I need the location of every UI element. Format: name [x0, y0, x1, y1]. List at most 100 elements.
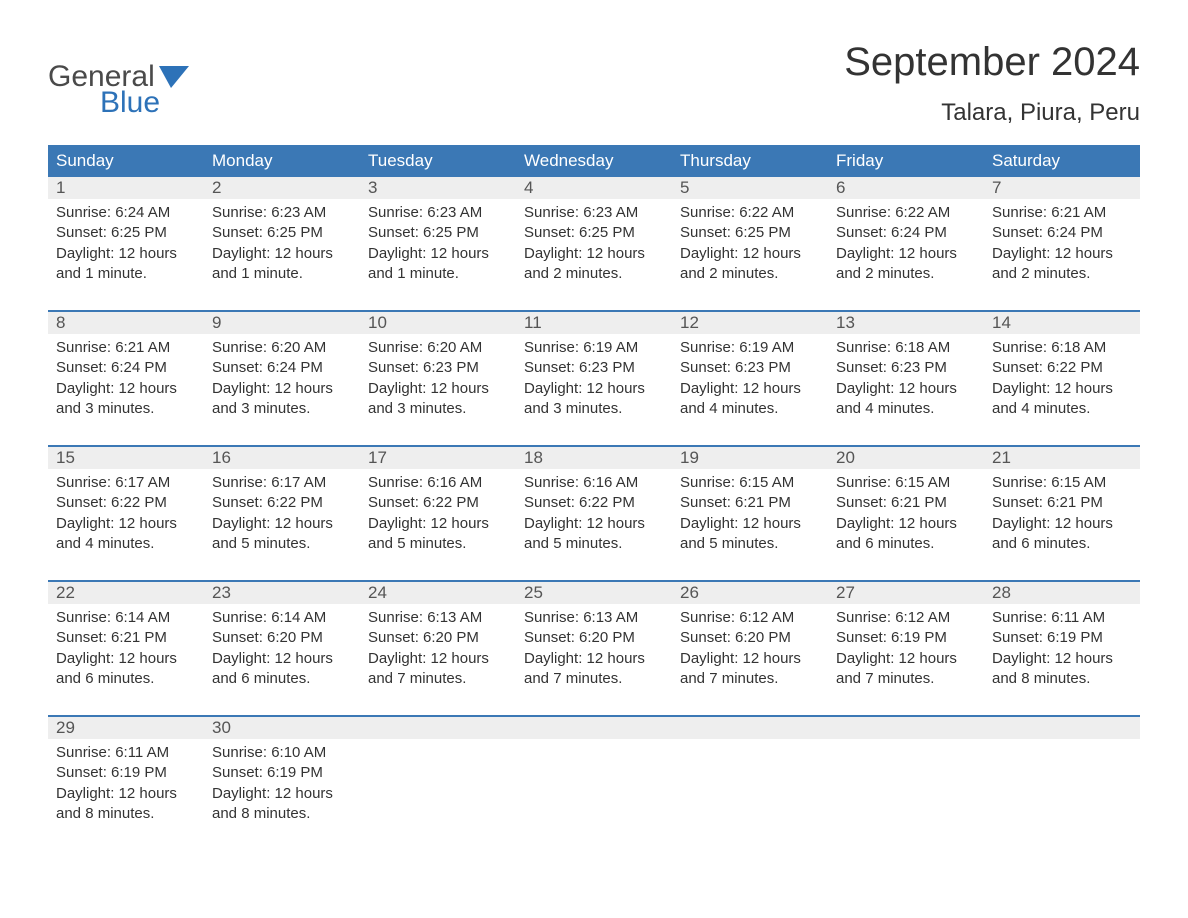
day-number: 19 — [672, 447, 828, 469]
day-content: Sunrise: 6:20 AMSunset: 6:23 PMDaylight:… — [360, 334, 516, 423]
day-sunrise: Sunrise: 6:19 AM — [680, 338, 820, 358]
day-daylight2: and 6 minutes. — [992, 534, 1132, 554]
page: General Blue September 2024 Talara, Piur… — [0, 0, 1188, 890]
day-daylight1: Daylight: 12 hours — [56, 514, 196, 534]
logo-text-blue: Blue — [100, 88, 189, 118]
weekday-header-row: Sunday Monday Tuesday Wednesday Thursday… — [48, 145, 1140, 177]
day-sunset: Sunset: 6:24 PM — [836, 223, 976, 243]
day-sunset: Sunset: 6:19 PM — [992, 628, 1132, 648]
day-content: Sunrise: 6:23 AMSunset: 6:25 PMDaylight:… — [204, 199, 360, 288]
day-daylight1: Daylight: 12 hours — [212, 379, 352, 399]
day-sunset: Sunset: 6:25 PM — [524, 223, 664, 243]
day-daylight2: and 7 minutes. — [680, 669, 820, 689]
day-content: Sunrise: 6:12 AMSunset: 6:20 PMDaylight:… — [672, 604, 828, 693]
day-number: 23 — [204, 582, 360, 604]
day-number: 5 — [672, 177, 828, 199]
day-sunrise: Sunrise: 6:22 AM — [836, 203, 976, 223]
day-number: 14 — [984, 312, 1140, 334]
weekday-header: Wednesday — [516, 145, 672, 177]
day-daylight2: and 5 minutes. — [680, 534, 820, 554]
day-daylight2: and 7 minutes. — [368, 669, 508, 689]
day-sunset: Sunset: 6:21 PM — [680, 493, 820, 513]
logo: General Blue — [48, 40, 189, 118]
day-daylight1: Daylight: 12 hours — [836, 649, 976, 669]
day-sunset: Sunset: 6:21 PM — [836, 493, 976, 513]
week-block: 891011121314Sunrise: 6:21 AMSunset: 6:24… — [48, 310, 1140, 423]
location-subtitle: Talara, Piura, Peru — [844, 99, 1140, 127]
day-number: 22 — [48, 582, 204, 604]
day-sunset: Sunset: 6:22 PM — [368, 493, 508, 513]
day-content: Sunrise: 6:13 AMSunset: 6:20 PMDaylight:… — [360, 604, 516, 693]
day-content: Sunrise: 6:11 AMSunset: 6:19 PMDaylight:… — [48, 739, 204, 828]
day-sunrise: Sunrise: 6:15 AM — [992, 473, 1132, 493]
day-daylight1: Daylight: 12 hours — [524, 514, 664, 534]
day-sunrise: Sunrise: 6:21 AM — [56, 338, 196, 358]
day-number: 29 — [48, 717, 204, 739]
day-sunrise: Sunrise: 6:20 AM — [212, 338, 352, 358]
day-daylight1: Daylight: 12 hours — [992, 649, 1132, 669]
day-daylight2: and 2 minutes. — [836, 264, 976, 284]
flag-icon — [159, 66, 189, 88]
day-number: 13 — [828, 312, 984, 334]
daycontent-row: Sunrise: 6:14 AMSunset: 6:21 PMDaylight:… — [48, 604, 1140, 693]
day-content: Sunrise: 6:19 AMSunset: 6:23 PMDaylight:… — [672, 334, 828, 423]
day-sunrise: Sunrise: 6:10 AM — [212, 743, 352, 763]
day-daylight1: Daylight: 12 hours — [212, 244, 352, 264]
day-sunrise: Sunrise: 6:18 AM — [836, 338, 976, 358]
day-content: Sunrise: 6:18 AMSunset: 6:22 PMDaylight:… — [984, 334, 1140, 423]
week-block: 15161718192021Sunrise: 6:17 AMSunset: 6:… — [48, 445, 1140, 558]
day-daylight1: Daylight: 12 hours — [680, 649, 820, 669]
day-daylight2: and 5 minutes. — [368, 534, 508, 554]
day-content: Sunrise: 6:14 AMSunset: 6:20 PMDaylight:… — [204, 604, 360, 693]
daynum-row: 15161718192021 — [48, 445, 1140, 469]
day-daylight2: and 4 minutes. — [992, 399, 1132, 419]
day-sunset: Sunset: 6:23 PM — [524, 358, 664, 378]
day-number: 28 — [984, 582, 1140, 604]
day-content: Sunrise: 6:23 AMSunset: 6:25 PMDaylight:… — [516, 199, 672, 288]
day-content: Sunrise: 6:21 AMSunset: 6:24 PMDaylight:… — [48, 334, 204, 423]
day-sunset: Sunset: 6:23 PM — [680, 358, 820, 378]
day-sunrise: Sunrise: 6:23 AM — [368, 203, 508, 223]
day-sunrise: Sunrise: 6:23 AM — [524, 203, 664, 223]
weekday-header: Monday — [204, 145, 360, 177]
weekday-header: Thursday — [672, 145, 828, 177]
daycontent-row: Sunrise: 6:11 AMSunset: 6:19 PMDaylight:… — [48, 739, 1140, 828]
day-daylight2: and 8 minutes. — [992, 669, 1132, 689]
day-daylight2: and 2 minutes. — [524, 264, 664, 284]
day-content: Sunrise: 6:12 AMSunset: 6:19 PMDaylight:… — [828, 604, 984, 693]
day-sunrise: Sunrise: 6:13 AM — [524, 608, 664, 628]
day-daylight1: Daylight: 12 hours — [992, 244, 1132, 264]
day-sunset: Sunset: 6:22 PM — [524, 493, 664, 513]
day-daylight2: and 6 minutes. — [836, 534, 976, 554]
day-daylight2: and 1 minute. — [212, 264, 352, 284]
day-sunrise: Sunrise: 6:17 AM — [212, 473, 352, 493]
day-sunrise: Sunrise: 6:14 AM — [56, 608, 196, 628]
day-daylight1: Daylight: 12 hours — [680, 514, 820, 534]
day-content: Sunrise: 6:15 AMSunset: 6:21 PMDaylight:… — [984, 469, 1140, 558]
day-sunrise: Sunrise: 6:24 AM — [56, 203, 196, 223]
weekday-header: Tuesday — [360, 145, 516, 177]
day-number: 8 — [48, 312, 204, 334]
day-content: Sunrise: 6:22 AMSunset: 6:24 PMDaylight:… — [828, 199, 984, 288]
day-daylight2: and 3 minutes. — [56, 399, 196, 419]
calendar: Sunday Monday Tuesday Wednesday Thursday… — [48, 145, 1140, 828]
day-daylight1: Daylight: 12 hours — [56, 244, 196, 264]
day-daylight2: and 3 minutes. — [212, 399, 352, 419]
day-number: 21 — [984, 447, 1140, 469]
day-daylight1: Daylight: 12 hours — [212, 649, 352, 669]
day-sunset: Sunset: 6:25 PM — [212, 223, 352, 243]
day-content: Sunrise: 6:15 AMSunset: 6:21 PMDaylight:… — [672, 469, 828, 558]
day-daylight1: Daylight: 12 hours — [680, 379, 820, 399]
day-content: Sunrise: 6:11 AMSunset: 6:19 PMDaylight:… — [984, 604, 1140, 693]
daynum-row: 1234567 — [48, 177, 1140, 199]
day-daylight1: Daylight: 12 hours — [212, 784, 352, 804]
day-daylight2: and 5 minutes. — [524, 534, 664, 554]
day-daylight2: and 5 minutes. — [212, 534, 352, 554]
day-sunset: Sunset: 6:25 PM — [368, 223, 508, 243]
day-content: Sunrise: 6:17 AMSunset: 6:22 PMDaylight:… — [48, 469, 204, 558]
day-number: 26 — [672, 582, 828, 604]
day-daylight1: Daylight: 12 hours — [992, 514, 1132, 534]
day-content — [360, 739, 516, 828]
day-daylight2: and 1 minute. — [368, 264, 508, 284]
day-content: Sunrise: 6:24 AMSunset: 6:25 PMDaylight:… — [48, 199, 204, 288]
